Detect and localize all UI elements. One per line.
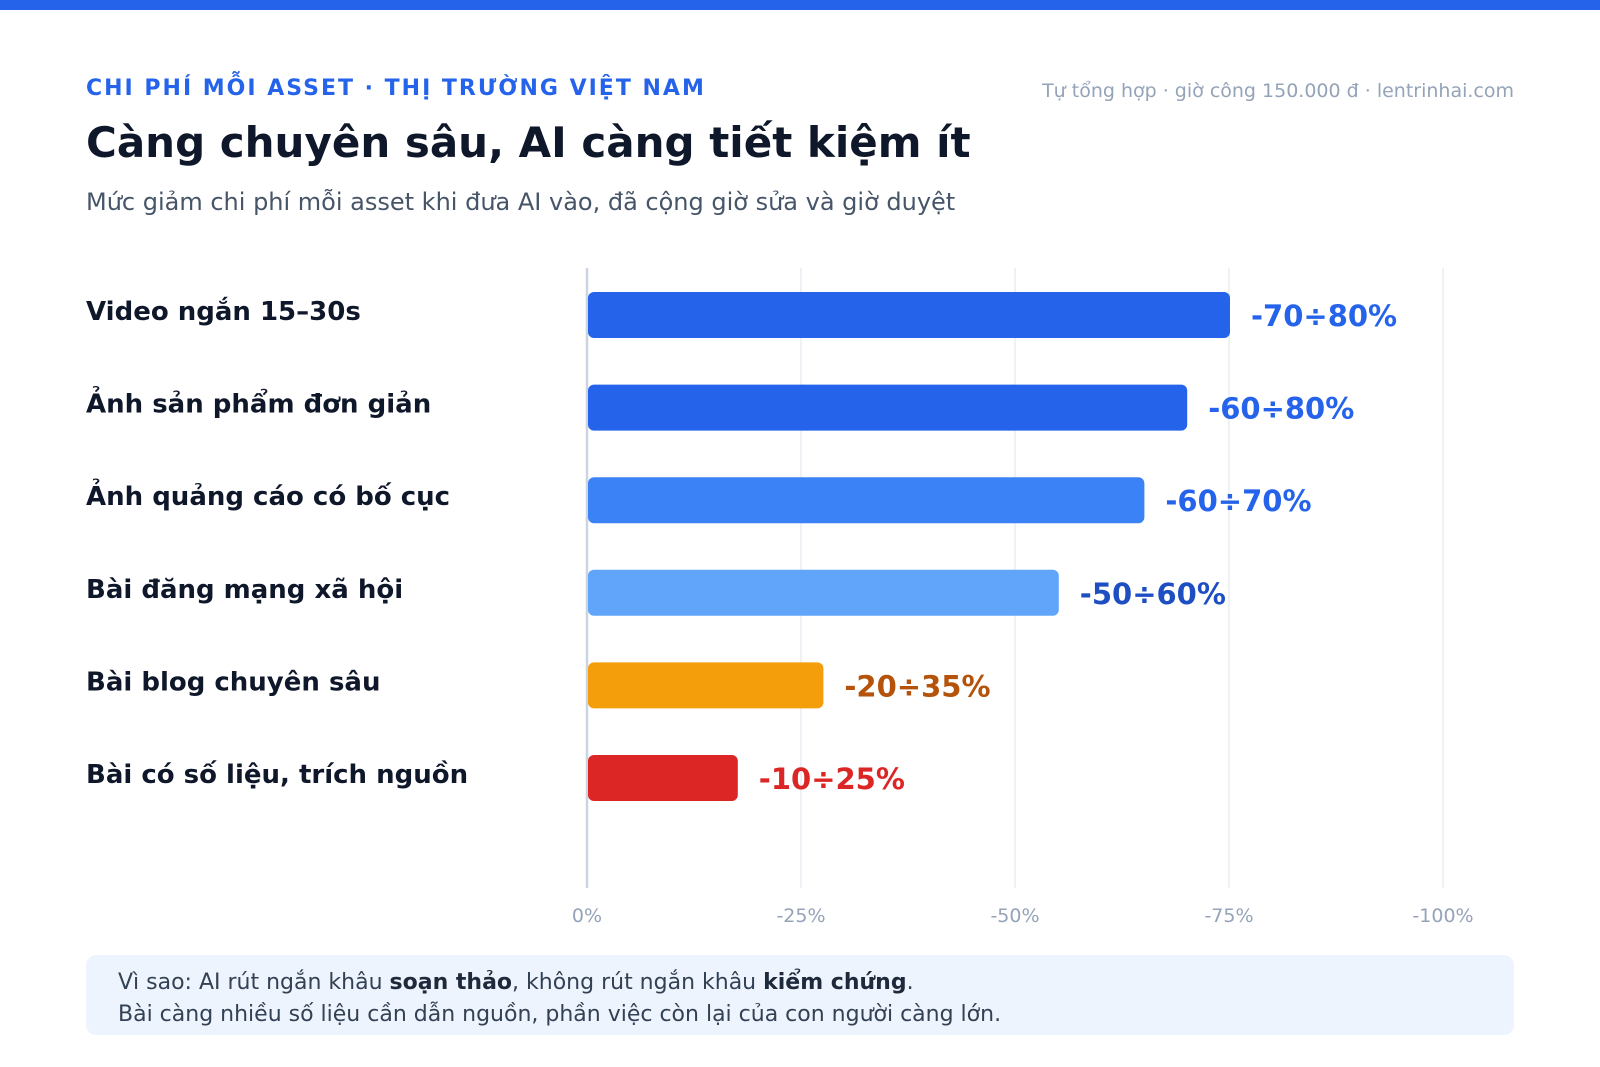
- bar-chart: 0% -25% -50% -75% -100% Video ngắn 15–30s Ảnh…: [86, 268, 1474, 927]
- value-label: -20÷35%: [844, 669, 990, 703]
- x-tick-label: -100%: [1412, 905, 1473, 927]
- category-label: Bài đăng mạng xã hội: [86, 575, 403, 605]
- note-line-2: Bài càng nhiều số liệu cần dẫn nguồn, ph…: [118, 1002, 1002, 1027]
- x-tick-label: -25%: [776, 905, 825, 927]
- value-label: -60÷80%: [1208, 392, 1354, 426]
- note-text: , không rút ngắn khâu: [512, 970, 764, 995]
- category-label: Bài blog chuyên sâu: [86, 667, 380, 697]
- value-labels: -70÷80% -60÷80% -60÷70% -50÷60% -20÷35% -10÷2…: [759, 299, 1397, 796]
- chart-title: Càng chuyên sâu, AI càng tiết kiệm ít: [86, 118, 971, 167]
- bar: [588, 384, 1188, 431]
- bar: [588, 755, 738, 801]
- note-text: .: [906, 970, 914, 995]
- value-label: -70÷80%: [1251, 299, 1397, 333]
- bar: [588, 662, 824, 709]
- chart-subtitle: Mức giảm chi phí mỗi asset khi đưa AI và…: [86, 188, 956, 216]
- value-label: -60÷70%: [1165, 484, 1311, 518]
- x-tick-label: 0%: [572, 905, 602, 927]
- bars: [588, 292, 1230, 801]
- explanation-note: Vì sao: AI rút ngắn khâu soạn thảo, khôn…: [86, 955, 1514, 1035]
- value-label: -50÷60%: [1080, 577, 1226, 611]
- category-label: Ảnh sản phẩm đơn giản: [86, 385, 431, 420]
- bar: [588, 569, 1059, 616]
- note-line-1: Vì sao: AI rút ngắn khâu soạn thảo, khôn…: [118, 967, 1482, 999]
- category-labels: Video ngắn 15–30s Ảnh sản phẩm đơn giản Ản…: [86, 296, 468, 790]
- top-accent-bar: [0, 0, 1600, 10]
- category-label: Bài có số liệu, trích nguồn: [86, 759, 468, 790]
- note-text: Vì sao: AI rút ngắn khâu: [118, 970, 390, 995]
- bar: [588, 292, 1230, 338]
- note-emphasis-verification: kiểm chứng: [763, 970, 907, 995]
- x-axis-ticks: 0% -25% -50% -75% -100%: [572, 905, 1474, 927]
- category-label: Ảnh quảng cáo có bố cục: [86, 477, 450, 512]
- source-note: Tự tổng hợp · giờ công 150.000 đ · lentr…: [1042, 80, 1514, 102]
- bar: [588, 477, 1145, 524]
- note-emphasis-drafting: soạn thảo: [389, 970, 513, 995]
- value-label: -10÷25%: [759, 762, 905, 796]
- x-tick-label: -50%: [990, 905, 1039, 927]
- category-label: Video ngắn 15–30s: [86, 296, 361, 327]
- eyebrow-label: CHI PHÍ MỖI ASSET · THỊ TRƯỜNG VIỆT NAM: [86, 76, 706, 101]
- x-tick-label: -75%: [1204, 905, 1253, 927]
